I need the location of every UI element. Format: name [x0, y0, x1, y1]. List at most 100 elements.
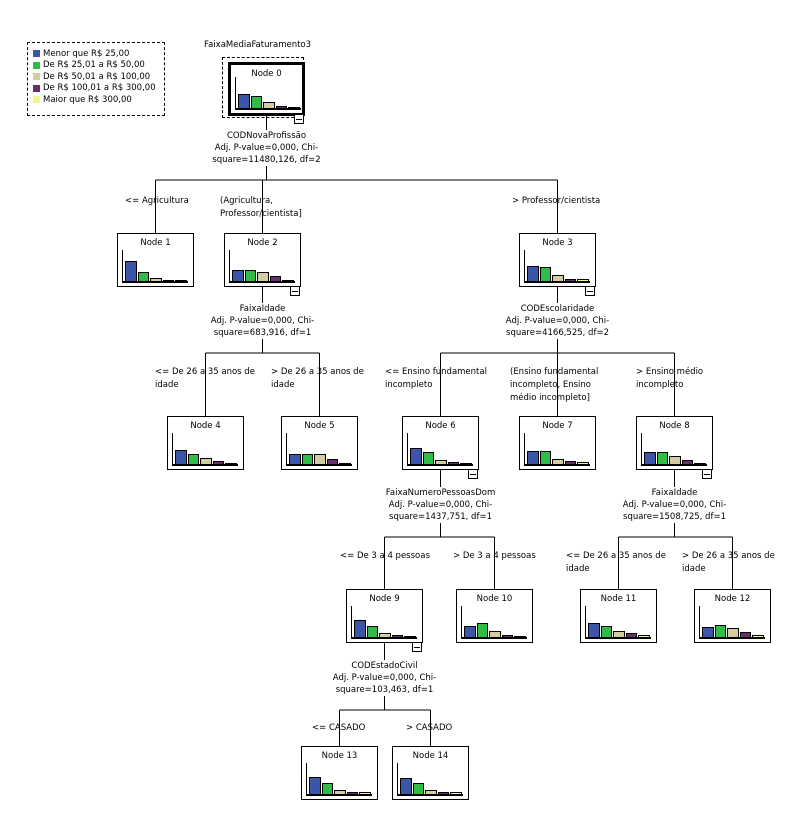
bar-3 [435, 459, 447, 464]
tree-node-13[interactable]: Node 13 [301, 746, 378, 800]
node-title: Node 0 [251, 69, 282, 79]
tree-node-12[interactable]: Node 12 [694, 589, 771, 643]
bar-4 [275, 105, 287, 108]
target-variable-label: FaixaMediaFaturamento3 [204, 40, 312, 50]
tree-node-7[interactable]: Node 7 [519, 416, 596, 470]
split-text-line: square=1508,725, df=1 [623, 512, 726, 522]
split-text-line: Adj. P-value=0,000, Chi- [332, 673, 437, 683]
node-bar-chart [235, 77, 301, 110]
bar-1 [125, 260, 137, 281]
tree-node-1[interactable]: Node 1 [117, 233, 194, 287]
tree-node-14[interactable]: Node 14 [392, 746, 469, 800]
split-text-line: Adj. P-value=0,000, Chi- [388, 500, 493, 510]
edge-label-line: incompleto, Ensino [510, 380, 591, 390]
bar-2 [366, 625, 378, 637]
bar-4 [501, 634, 513, 637]
bar-1 [464, 626, 476, 637]
legend-item: De R$ 100,01 a R$ 300,00 [33, 83, 164, 95]
legend-label: Menor que R$ 25,00 [43, 48, 130, 59]
edge-label-line: médio incompleto] [510, 393, 590, 403]
node-title: Node 10 [476, 594, 513, 604]
bar-4 [564, 278, 576, 281]
node-bar-chart [351, 606, 417, 639]
legend-swatch-icon [33, 61, 40, 69]
bar-3 [150, 278, 162, 281]
bar-2 [422, 451, 434, 464]
bar-5 [514, 635, 526, 637]
bar-1 [309, 776, 321, 794]
edge-label-to-node-3: > Professor/cientista [512, 195, 600, 208]
split-text-line: square=103,463, df=1 [335, 685, 434, 695]
edge-label-line: incompleto [636, 380, 684, 390]
edge-label-line: > Professor/cientista [512, 196, 601, 206]
collapse-toggle-icon[interactable] [468, 469, 478, 479]
node-title: Node 3 [542, 238, 573, 248]
bar-2 [476, 623, 488, 637]
collapse-toggle-icon[interactable] [412, 642, 422, 652]
legend-label: Maior que R$ 300,00 [43, 94, 132, 105]
tree-node-8[interactable]: Node 8 [636, 416, 713, 470]
collapse-toggle-icon[interactable] [702, 469, 712, 479]
tree-node-3[interactable]: Node 3 [519, 233, 596, 287]
tree-node-10[interactable]: Node 10 [456, 589, 533, 643]
collapse-toggle-icon[interactable] [585, 286, 595, 296]
split-info-node-2: FaixaIdade Adj. P-value=0,000, Chi-square… [210, 303, 315, 339]
bar-2 [714, 624, 726, 637]
collapse-toggle-icon[interactable] [294, 114, 304, 124]
edge-label-line: incompleto [385, 380, 433, 390]
tree-node-4[interactable]: Node 4 [167, 416, 244, 470]
tree-node-5[interactable]: Node 5 [281, 416, 358, 470]
bar-1 [289, 453, 301, 464]
collapse-toggle-icon[interactable] [290, 286, 300, 296]
edge-label-line: <= De 26 a 35 anos de [155, 367, 255, 377]
edge-label-line: idade [271, 380, 295, 390]
tree-node-11[interactable]: Node 11 [580, 589, 657, 643]
bar-1 [410, 447, 422, 464]
bar-2 [301, 453, 313, 464]
node-bar-chart [172, 433, 238, 466]
split-text-line: square=1437,751, df=1 [389, 512, 492, 522]
bar-2 [539, 266, 551, 281]
split-info-node-6: FaixaNumeroPessoasDom Adj. P-value=0,000,… [385, 487, 496, 523]
node-title: Node 11 [600, 594, 637, 604]
tree-node-0[interactable]: Node 0 [228, 62, 305, 116]
legend-swatch-icon [33, 84, 40, 92]
edge-label-to-node-8: > Ensino médio incompleto [636, 366, 703, 392]
bar-5 [638, 635, 650, 637]
legend-item: De R$ 25,01 a R$ 50,00 [33, 60, 164, 72]
bar-1 [238, 94, 250, 108]
bar-3 [314, 454, 326, 464]
bar-3 [334, 789, 346, 794]
edge-label-line: Professor/cientista] [220, 209, 302, 219]
node-title: Node 6 [425, 421, 456, 431]
tree-node-6[interactable]: Node 6 [402, 416, 479, 470]
node-title: Node 5 [304, 421, 335, 431]
node-bar-chart [461, 606, 527, 639]
bar-5 [404, 635, 416, 637]
tree-node-2[interactable]: Node 2 [224, 233, 301, 287]
split-text-line: square=11480,126, df=2 [212, 155, 321, 165]
bar-1 [175, 450, 187, 464]
edge-label-to-node-13: <= CASADO [312, 722, 365, 735]
edge-label-line: idade [566, 564, 590, 574]
node-bar-chart [397, 763, 463, 796]
edge-label-to-node-1: <= Agricultura [125, 195, 189, 208]
bar-2 [321, 783, 333, 794]
split-text-line: square=4166,525, df=2 [506, 328, 609, 338]
bar-3 [552, 458, 564, 464]
node-title: Node 14 [412, 751, 449, 761]
split-text-line: CODEstadoCivil [351, 661, 418, 671]
node-bar-chart [286, 433, 352, 466]
bar-2 [137, 271, 149, 281]
node-bar-chart [699, 606, 765, 639]
bar-1 [644, 451, 656, 464]
bar-1 [400, 777, 412, 794]
bar-1 [232, 269, 244, 281]
bar-4 [437, 792, 449, 794]
bar-4 [391, 635, 403, 637]
node-title: Node 1 [140, 238, 171, 248]
tree-node-9[interactable]: Node 9 [346, 589, 423, 643]
node-bar-chart [585, 606, 651, 639]
legend-swatch-icon [33, 73, 40, 81]
